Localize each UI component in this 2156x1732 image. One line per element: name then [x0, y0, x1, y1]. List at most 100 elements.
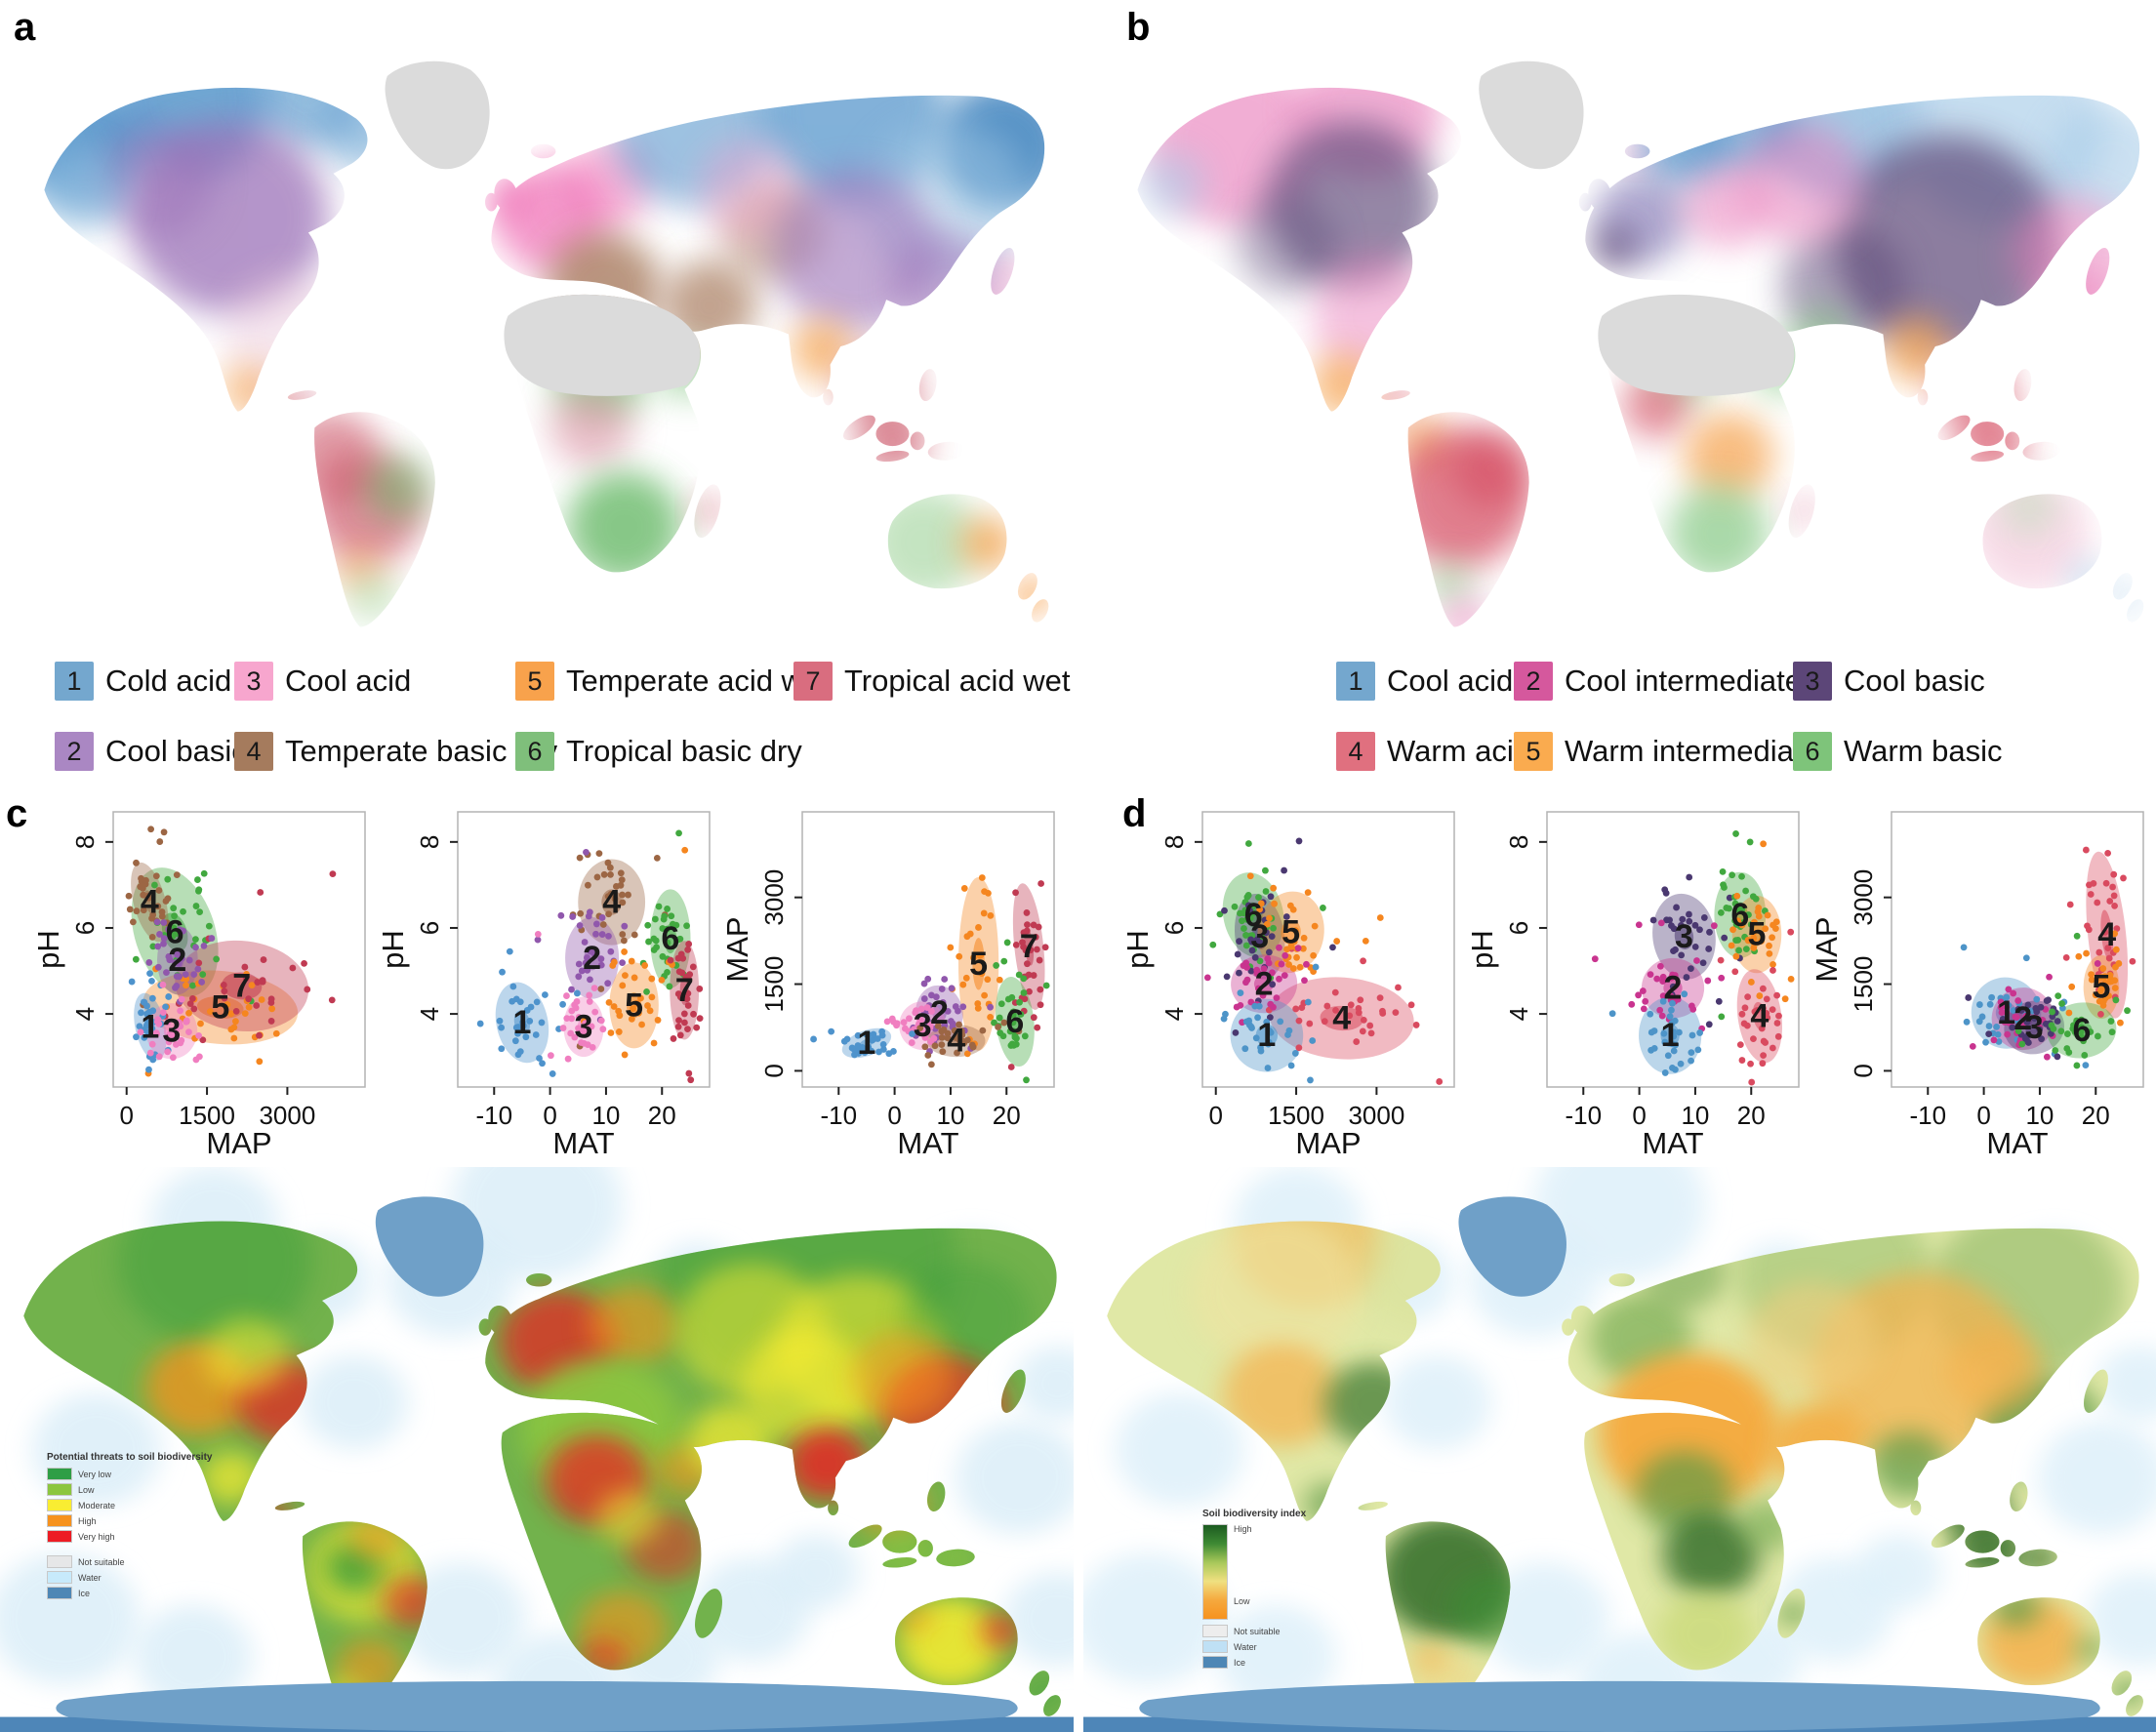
scatter-point [2018, 1040, 2026, 1048]
scatter-point [578, 1039, 585, 1046]
scatter-point [913, 1007, 919, 1015]
data-points [1960, 846, 2136, 1069]
scatter-point [1392, 1009, 1400, 1016]
scatter-point [1246, 906, 1253, 914]
scatter-point [1281, 972, 1288, 979]
scatter-point [164, 1048, 172, 1056]
region-patch [1656, 1591, 1754, 1677]
scatter-point [576, 854, 584, 862]
scatter-point [607, 870, 614, 878]
scatter-point [619, 982, 627, 989]
legend-panel-a: 1 Cold acid 3 Cool acid 5 Temperate acid wet 7… [55, 660, 1070, 773]
scatter-point [938, 1033, 946, 1041]
scatter-point [1294, 945, 1302, 952]
scatter-point [563, 1015, 571, 1023]
scatter-point [684, 946, 692, 953]
scatter-point [160, 935, 168, 943]
scatter-point [681, 1019, 688, 1027]
scatter-point [1715, 997, 1723, 1005]
scatter-point [172, 1041, 180, 1048]
scatter-point [1639, 987, 1647, 994]
scatter-point [2048, 1022, 2055, 1029]
scatter-point [1668, 1020, 1676, 1027]
scatter-point [2065, 1009, 2073, 1017]
region-patch [1451, 429, 1531, 507]
cluster-number: 6 [166, 913, 184, 950]
legend-color-swatch: 6 [515, 732, 554, 771]
scatter-point [926, 1024, 934, 1031]
cluster-number: 5 [969, 946, 988, 983]
scatter-point [870, 1030, 877, 1038]
scatter-point [1020, 975, 1028, 983]
scatter-point [194, 965, 202, 973]
x-tick-label: 20 [993, 1101, 1021, 1130]
scatter-point [159, 1009, 167, 1017]
cluster-world-map-b [1137, 60, 2147, 627]
scatter-point [2054, 1053, 2061, 1061]
scatter-point [176, 973, 183, 981]
scatter-point [620, 937, 628, 945]
data-points [476, 829, 704, 1084]
legend-item: 7 Tropical acid wet [793, 660, 1070, 703]
scatter-point [1705, 1021, 1713, 1028]
cluster-number: 4 [602, 884, 621, 921]
scatter-point [610, 958, 618, 966]
region-patch [1870, 1430, 1948, 1499]
scatter-point [2104, 945, 2112, 951]
scatter-point [2087, 1028, 2095, 1035]
cluster-ellipse-inner [1674, 923, 1694, 949]
scatter-point [1267, 974, 1275, 982]
scatter-point [1277, 1018, 1284, 1026]
scatter-point [1747, 1060, 1754, 1067]
map-legend-title: Potential threats to soil biodiversity [47, 1452, 213, 1463]
scatter-point [1270, 1003, 1277, 1011]
scatter-point [2058, 1000, 2065, 1007]
map-legend-label: Very high [78, 1531, 115, 1542]
scatter-point [1257, 900, 1265, 907]
cluster-number: 7 [675, 972, 694, 1009]
threats-map-legend: Potential threats to soil biodiversity Ve… [47, 1452, 232, 1599]
scatter-point [1969, 1042, 1976, 1050]
scatter-point [1267, 893, 1275, 901]
scatter-point [227, 1026, 235, 1033]
scatter-point [1298, 1004, 1306, 1011]
region-patch [346, 570, 400, 624]
scatter-point [575, 960, 583, 968]
scatter-point [1329, 944, 1336, 951]
scatter-point [511, 1037, 519, 1045]
scatter-point [1232, 1028, 1240, 1036]
y-axis-title: MAP [722, 916, 754, 982]
scatter-point [927, 991, 935, 999]
scatter-point [2111, 902, 2118, 909]
legend-item: 5 Temperate acid wet [515, 660, 829, 703]
scatter-point [1656, 962, 1664, 970]
scatter-point [658, 976, 666, 984]
scatter-point [1011, 1031, 1019, 1039]
scatter-point [125, 892, 133, 900]
scatter-point [1246, 872, 1254, 880]
scatter-point [174, 951, 182, 958]
region-patch [1934, 352, 2014, 430]
cluster-number: 3 [2025, 1009, 2044, 1046]
scatter-point [1241, 925, 1247, 932]
scatter-point [536, 1055, 543, 1062]
scatter-point [628, 1015, 635, 1023]
scatter-point [2073, 932, 2081, 940]
scatter-point [1758, 938, 1765, 945]
scatter-point [1985, 1030, 1993, 1037]
region-patch [934, 1540, 977, 1578]
scatter-point [664, 939, 671, 947]
region-patch [1222, 1343, 1341, 1447]
scatter-point [1290, 938, 1298, 946]
scatter-point [924, 975, 932, 983]
scatter-point [1367, 1029, 1375, 1037]
scatter-point [2109, 883, 2116, 891]
legend-item: 4 Temperate basic dry [234, 730, 557, 773]
scatter-point [1292, 1005, 1300, 1013]
scatter-point [2117, 1019, 2124, 1027]
scatter-point [696, 985, 704, 992]
scatter-point [883, 1018, 891, 1026]
scatter-point [944, 1007, 952, 1015]
scatter-point [2047, 1029, 2054, 1037]
scatter-point [1769, 1044, 1776, 1052]
